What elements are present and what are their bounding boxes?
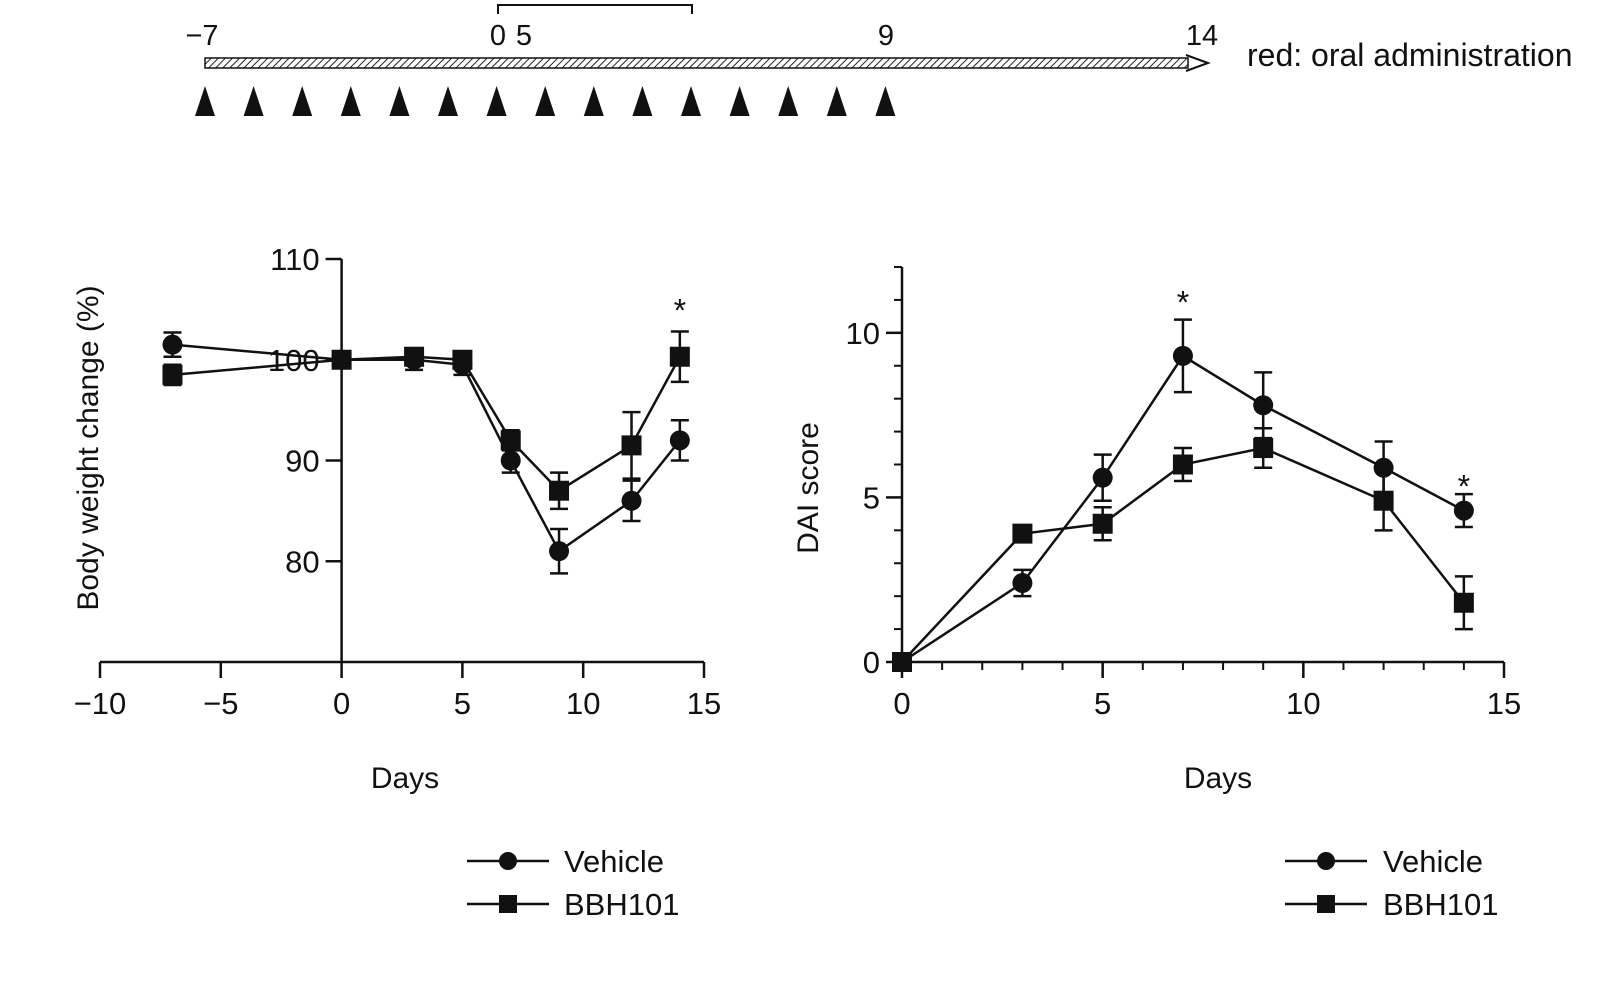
legend1-vehicle-label: Vehicle (564, 844, 664, 879)
legend-chart1: Vehicle BBH101 (467, 844, 679, 922)
timeline-arrow-head (1185, 54, 1211, 72)
timeline-arrowhead (243, 86, 264, 116)
x-tick-label: 0 (333, 686, 350, 721)
c1-xlabel: Days (371, 762, 439, 795)
x-tick-label: 5 (1094, 686, 1111, 721)
vehicle-point (1092, 467, 1113, 488)
timeline: −7 0 5 9 14 red: oral administration (185, 4, 1572, 116)
timeline-arrowhead (729, 86, 750, 116)
bbh101-point (621, 435, 642, 456)
x-tick-label: 10 (566, 686, 600, 721)
significance-asterisk: * (1458, 469, 1470, 505)
y-tick-label: 0 (863, 645, 880, 680)
legend2-vehicle-marker (1317, 852, 1335, 870)
bbh101-point (1453, 592, 1474, 613)
bbh101-point (549, 480, 570, 501)
bbh101-point (162, 364, 183, 385)
bbh101-point (1373, 490, 1394, 511)
legend1-vehicle-marker (499, 852, 517, 870)
vehicle-point (669, 430, 690, 451)
timeline-arrowhead (340, 86, 361, 116)
legend-chart2: Vehicle BBH101 (1285, 844, 1498, 922)
c1-ylabel: Body weight change (%) (72, 285, 105, 610)
legend2-vehicle-label: Vehicle (1383, 844, 1483, 879)
legend1-bbh101-label: BBH101 (564, 887, 679, 922)
timeline-arrowhead (195, 86, 215, 116)
significance-asterisk: * (1177, 284, 1189, 320)
y-tick-label: 100 (268, 343, 320, 378)
bbh101-point (1172, 454, 1193, 475)
legend2-bbh101-marker (1317, 895, 1335, 913)
timeline-tick-label-14: 14 (1186, 20, 1218, 52)
y-tick-label: 80 (285, 544, 319, 579)
x-tick-label: 0 (893, 686, 910, 721)
x-tick-label: 15 (687, 686, 721, 721)
bbh101-point (1253, 438, 1274, 459)
vehicle-point (500, 450, 521, 471)
timeline-bracket (497, 4, 693, 14)
timeline-note: red: oral administration (1247, 37, 1572, 73)
timeline-arrowhead (875, 86, 896, 116)
bbh101-series-line (172, 355, 681, 493)
bbh101-point (500, 430, 521, 451)
timeline-arrowhead (583, 86, 604, 116)
x-tick-label: −10 (74, 686, 127, 721)
vehicle-point (621, 490, 642, 511)
vehicle-point (1012, 573, 1033, 593)
bbh101-point (452, 349, 473, 370)
legend2-bbh101-label: BBH101 (1383, 887, 1498, 922)
y-tick-label: 90 (285, 444, 319, 479)
timeline-arrowhead (632, 86, 653, 116)
bbh101-point (1092, 513, 1113, 534)
vehicle-point (162, 334, 183, 355)
timeline-arrowhead (486, 86, 507, 116)
x-tick-label: 15 (1487, 686, 1521, 721)
timeline-arrowhead (535, 86, 556, 116)
significance-asterisk: * (674, 292, 686, 328)
vehicle-point (1172, 345, 1193, 366)
dai-score-chart: 0 5 10 15 0 5 10 * * DAI score Days (792, 266, 1521, 795)
timeline-bar (204, 57, 1189, 69)
bbh101-point (404, 346, 425, 367)
timeline-arrowhead (438, 86, 458, 116)
vehicle-point (1373, 457, 1394, 478)
timeline-arrowhead (826, 86, 847, 116)
bbh101-point (892, 652, 912, 672)
c2-xlabel: Days (1184, 762, 1252, 795)
x-tick-label: 5 (454, 686, 471, 721)
vehicle-point (1253, 395, 1274, 416)
vehicle-point (549, 541, 570, 562)
vehicle-point (1453, 500, 1474, 521)
y-tick-label: 110 (270, 242, 319, 277)
timeline-tick-label-5: 5 (516, 20, 532, 52)
bbh101-point (1012, 523, 1033, 544)
timeline-tick-label-9: 9 (878, 20, 894, 52)
bbh101-point (669, 346, 690, 367)
body-weight-chart: −10 −5 0 5 10 15 80 90 100 110 * Body weight chan… (72, 242, 721, 795)
timeline-arrowhead (681, 86, 701, 116)
timeline-arrowhead (389, 86, 410, 116)
y-tick-label: 5 (863, 480, 880, 515)
timeline-markers (195, 86, 896, 116)
timeline-arrowhead (292, 86, 313, 116)
x-tick-label: −5 (203, 686, 238, 721)
legend1-bbh101-marker (499, 895, 517, 913)
timeline-tick-label-neg7: −7 (185, 20, 218, 52)
bbh101-point (331, 349, 352, 370)
timeline-tick-label-0: 0 (490, 20, 506, 52)
y-tick-label: 10 (846, 316, 880, 351)
c2-ylabel: DAI score (792, 422, 825, 554)
vehicle-series-line (172, 343, 681, 554)
timeline-arrowhead (778, 86, 799, 116)
x-tick-label: 10 (1286, 686, 1320, 721)
